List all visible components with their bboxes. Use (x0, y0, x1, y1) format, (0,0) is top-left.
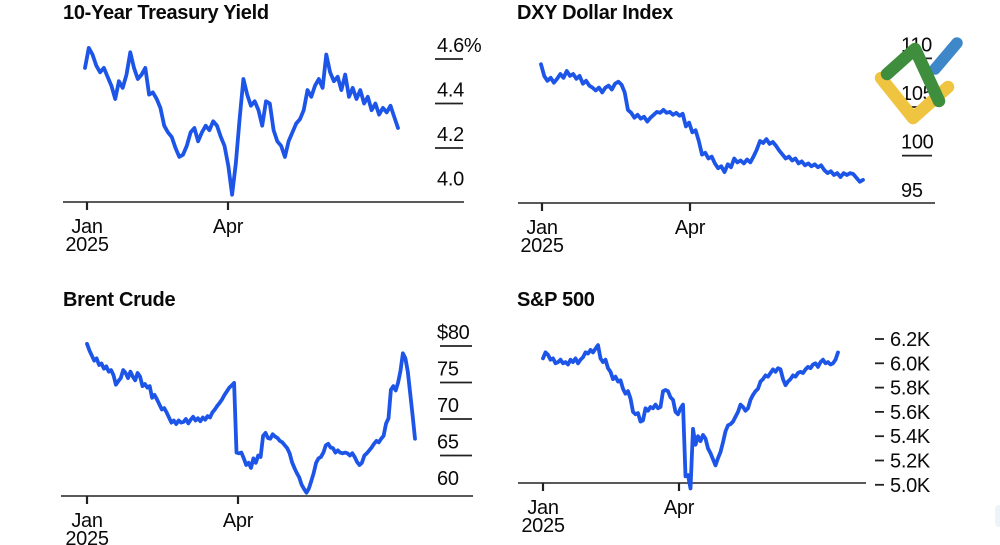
x-tick-label: Apr (213, 216, 244, 238)
y-tick-label: 70 (437, 395, 459, 417)
x-tick-sublabel: 2025 (65, 528, 108, 545)
x-tick-label: Apr (664, 497, 695, 519)
dxy-dollar-index-line (539, 62, 865, 184)
y-tick-label: 5.0K (890, 475, 931, 497)
y-tick-label: 4.2 (437, 124, 464, 146)
logo-green-peak (880, 42, 946, 108)
y-tick-label: 60 (437, 468, 459, 490)
brent-crude-line (85, 341, 417, 495)
litefinance-logo-mark (874, 37, 963, 125)
y-tick-label: 5.2K (890, 451, 931, 473)
x-tick-sublabel: 2025 (521, 515, 564, 537)
chart-title-brent-crude: Brent Crude (63, 289, 176, 311)
y-tick-label: 4.0 (437, 169, 464, 191)
x-tick-label: Jan (527, 497, 558, 519)
chart-title-treasury-yield: 10-Year Treasury Yield (63, 2, 269, 24)
x-tick-label: Apr (223, 510, 254, 532)
treasury-yield-line (83, 46, 400, 197)
y-tick-label: 95 (901, 180, 923, 202)
y-tick-label: 5.4K (890, 426, 931, 448)
x-tick-label: Jan (526, 217, 557, 239)
logo-blue-segment (929, 37, 963, 75)
y-tick-label: 4.6% (437, 35, 482, 57)
y-tick-label: 6.0K (890, 353, 931, 375)
y-tick-label: 75 (437, 359, 459, 381)
x-tick-label: Apr (675, 217, 706, 239)
chart-title-dxy-dollar-index: DXY Dollar Index (517, 2, 673, 24)
y-tick-label: $80 (437, 322, 470, 344)
y-tick-label: 5.8K (890, 378, 931, 400)
sp-500-line (541, 343, 840, 491)
x-tick-sublabel: 2025 (65, 234, 108, 256)
x-tick-sublabel: 2025 (520, 235, 563, 257)
cropped-edge-fragment (995, 505, 1000, 527)
y-tick-label: 100 (901, 132, 934, 154)
x-tick-label: Jan (71, 216, 102, 238)
y-tick-label: 65 (437, 432, 459, 454)
x-tick-label: Jan (71, 510, 102, 532)
y-tick-label: 5.6K (890, 402, 931, 424)
y-tick-label: 6.2K (890, 329, 931, 351)
y-tick-label: 4.4 (437, 80, 464, 102)
chart-title-sp-500: S&P 500 (517, 289, 595, 311)
